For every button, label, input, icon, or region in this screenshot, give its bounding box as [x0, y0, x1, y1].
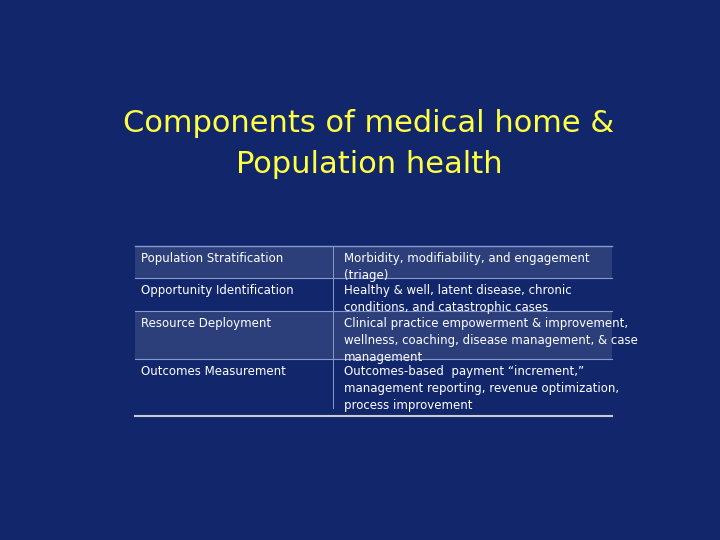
Text: Morbidity, modifiability, and engagement
(triage): Morbidity, modifiability, and engagement…	[344, 252, 590, 282]
Bar	[135, 310, 612, 359]
Text: Healthy & well, latent disease, chronic
conditions, and catastrophic cases: Healthy & well, latent disease, chronic …	[344, 285, 572, 314]
Text: Resource Deployment: Resource Deployment	[141, 317, 271, 330]
Text: Clinical practice empowerment & improvement,
wellness, coaching, disease managem: Clinical practice empowerment & improvem…	[344, 317, 638, 364]
Text: Outcomes-based  payment “increment,”
management reporting, revenue optimization,: Outcomes-based payment “increment,” mana…	[344, 366, 619, 413]
Text: Opportunity Identification: Opportunity Identification	[141, 285, 294, 298]
Bar	[135, 359, 612, 408]
Bar	[135, 246, 612, 278]
Text: Outcomes Measurement: Outcomes Measurement	[141, 366, 287, 379]
Text: Population Stratification: Population Stratification	[141, 252, 284, 265]
Bar	[135, 278, 612, 310]
Text: Components of medical home &
Population health: Components of medical home & Population …	[123, 109, 615, 179]
